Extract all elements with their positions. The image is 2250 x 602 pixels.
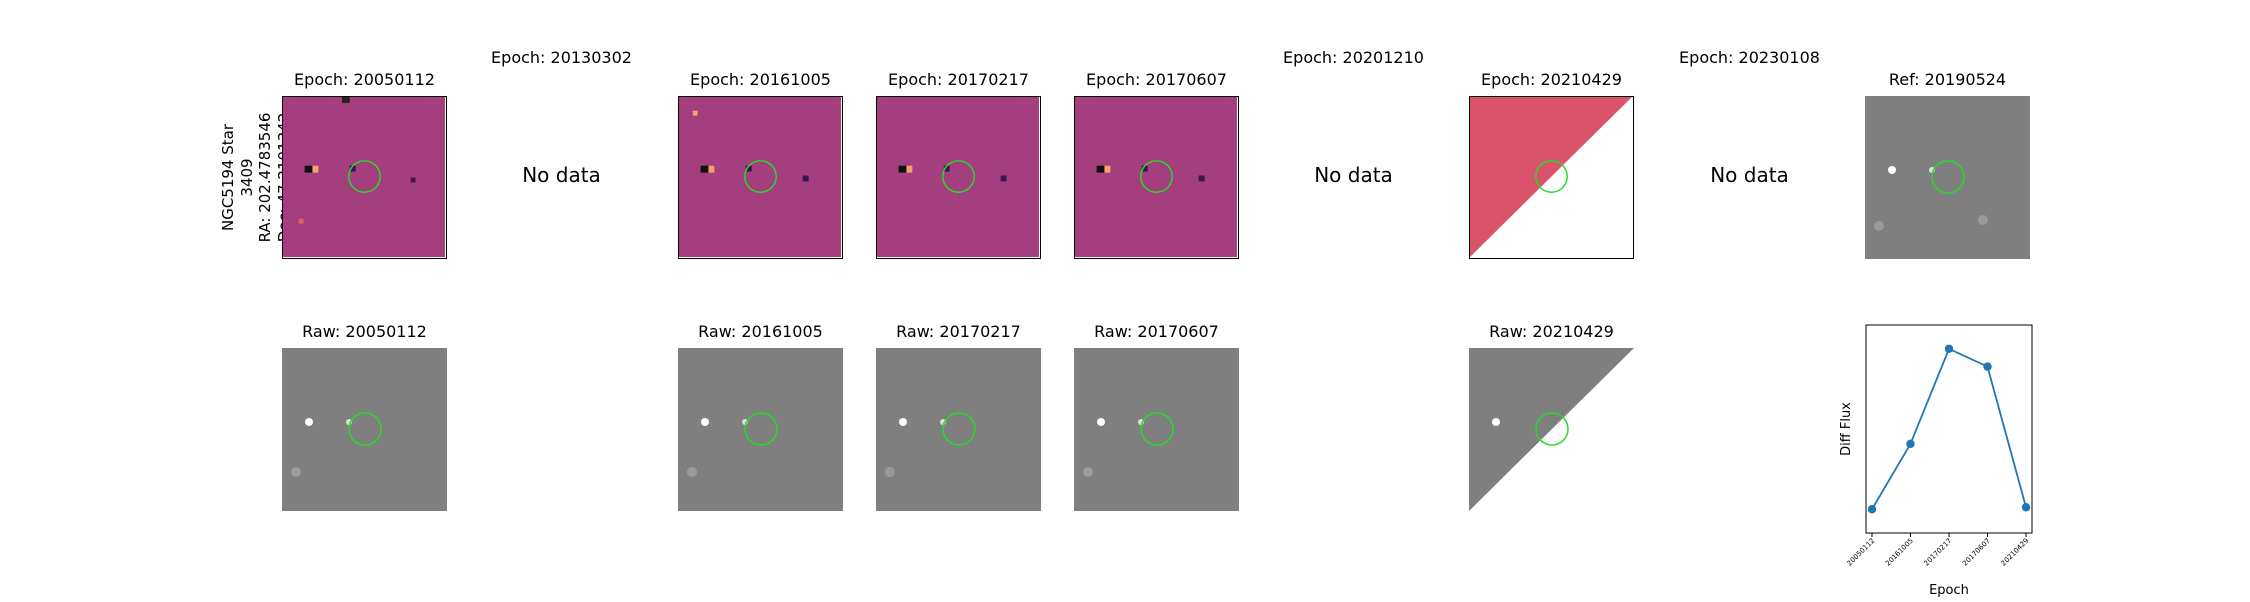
title-ref-20190524: Ref: 20190524 <box>1888 70 2007 89</box>
data-point <box>2021 503 2031 512</box>
title-epoch-20161005: Epoch: 20161005 <box>690 70 831 89</box>
raw-image-20210429 <box>1469 348 1634 511</box>
x-tick-label: 20170217 <box>1923 537 1954 568</box>
star-label: NGC5194 Star 3409 RA: 202.4783546 Dec: 4… <box>219 107 293 248</box>
flux-chart-svg: 20050112 20161005 20170217 20170607 20210429… <box>1839 324 2033 598</box>
raw-image-20161005 <box>678 348 843 511</box>
y-axis-label: Diff Flux <box>1839 402 1854 456</box>
no-data-20201210: No data <box>1314 163 1393 187</box>
no-data-20230108: No data <box>1710 163 1789 187</box>
data-point <box>1867 505 1877 514</box>
title-epoch-20050112: Epoch: 20050112 <box>294 70 435 89</box>
x-axis-label: Epoch <box>1929 583 1969 598</box>
x-tick-label: 20170607 <box>1961 537 1992 568</box>
flux-chart: 20050112 20161005 20170217 20170607 20210429… <box>1830 320 2060 602</box>
raw-image-20170607 <box>1074 348 1239 511</box>
data-point <box>1944 344 1954 353</box>
title-epoch-20170217: Epoch: 20170217 <box>888 70 1029 89</box>
x-tick-label: 20161005 <box>1884 537 1915 568</box>
diff-image-20161005 <box>678 96 843 259</box>
raw-image-20050112 <box>282 348 447 511</box>
chart-axes-frame <box>1865 324 2033 534</box>
title-raw-20050112: Raw: 20050112 <box>302 322 427 341</box>
diff-image-20210429 <box>1469 96 1634 259</box>
star-ra: RA: 202.4783546 <box>256 112 274 243</box>
x-tick-label: 20210429 <box>2000 537 2031 568</box>
title-raw-20210429: Raw: 20210429 <box>1489 322 1614 341</box>
diff-image-20170217 <box>876 96 1041 259</box>
diff-image-20050112 <box>282 96 447 259</box>
raw-image-20170217 <box>876 348 1041 511</box>
data-point <box>1983 362 1992 371</box>
data-point <box>1906 439 1915 449</box>
title-raw-20161005: Raw: 20161005 <box>698 322 823 341</box>
no-data-20130302: No data <box>522 163 601 187</box>
title-epoch-20230108: Epoch: 20230108 <box>1679 48 1820 67</box>
title-epoch-20130302: Epoch: 20130302 <box>491 48 632 67</box>
title-raw-20170217: Raw: 20170217 <box>896 322 1021 341</box>
title-epoch-20201210: Epoch: 20201210 <box>1283 48 1424 67</box>
title-epoch-20170607: Epoch: 20170607 <box>1086 70 1227 89</box>
x-tick-label: 20050112 <box>1846 537 1877 568</box>
title-raw-20170607: Raw: 20170607 <box>1094 322 1219 341</box>
title-epoch-20210429: Epoch: 20210429 <box>1481 70 1622 89</box>
ref-image-20190524 <box>1865 96 2030 259</box>
diff-image-20170607 <box>1074 96 1239 259</box>
star-name: NGC5194 Star 3409 <box>219 123 256 232</box>
